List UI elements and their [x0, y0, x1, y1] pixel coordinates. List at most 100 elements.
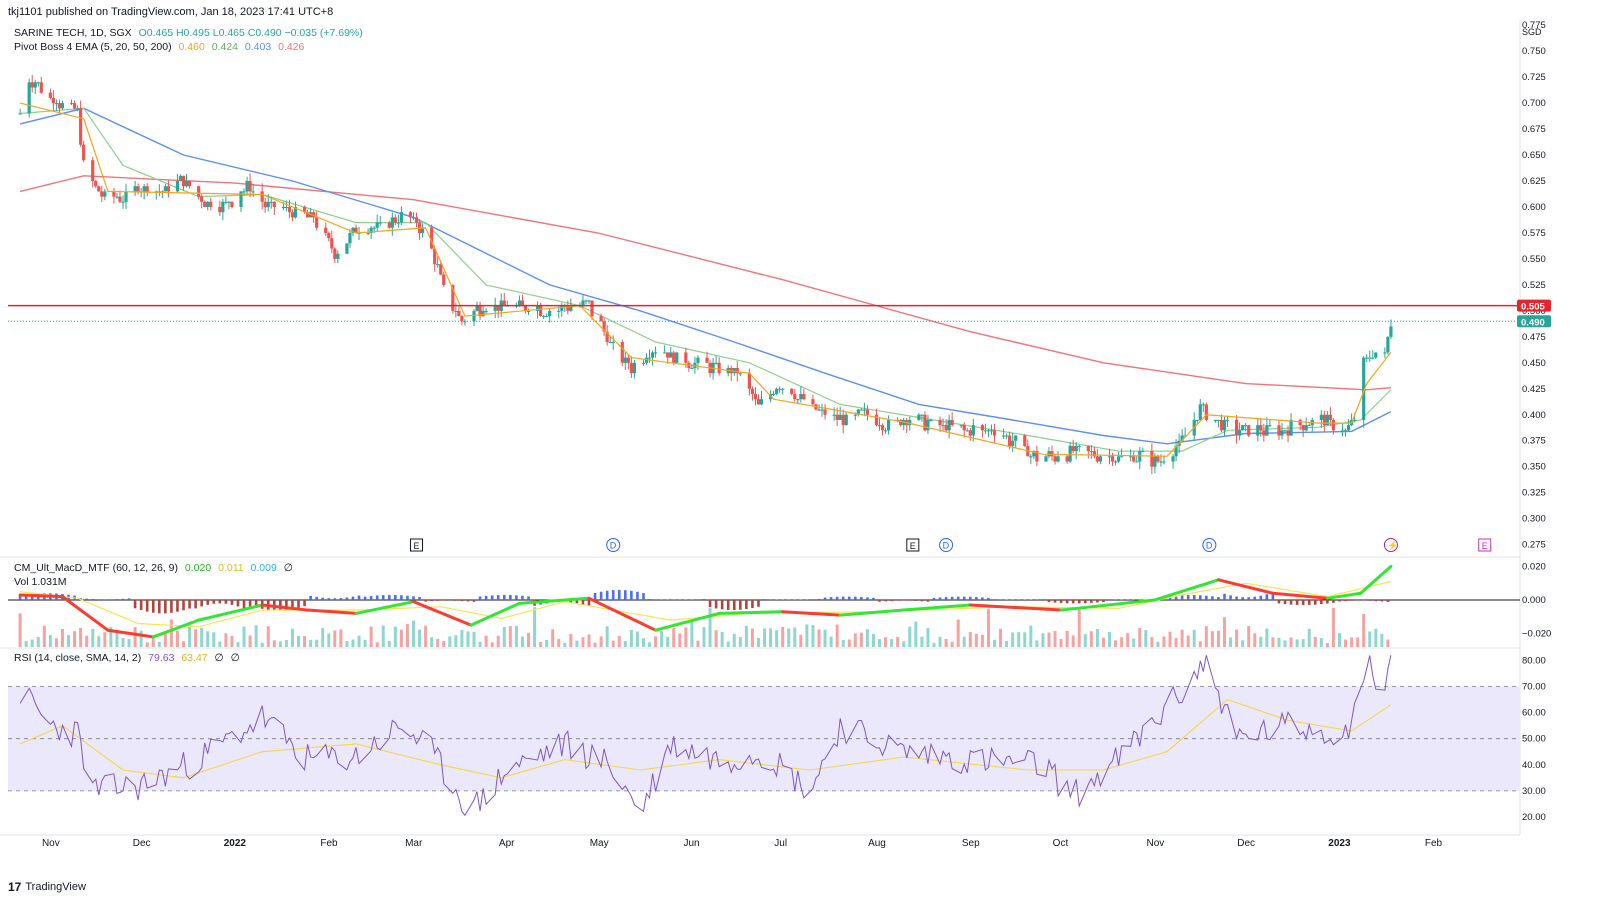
volume-bar	[551, 629, 555, 647]
macd-histogram-bar	[448, 599, 452, 601]
volume-bar	[163, 632, 167, 647]
candle-body	[181, 175, 186, 187]
candle-body	[926, 419, 930, 431]
volume-bar	[720, 631, 724, 647]
volume-bar	[60, 628, 64, 647]
volume-bar	[24, 641, 28, 647]
candle-body	[908, 419, 912, 426]
candle-body	[1286, 430, 1290, 436]
candle-body	[324, 227, 328, 233]
candle-body	[248, 181, 252, 192]
volume-bar	[980, 634, 984, 647]
x-axis-tick-label: Dec	[1237, 838, 1255, 849]
candle-body	[880, 425, 885, 431]
candle-body	[460, 316, 464, 322]
macd-histogram-bar	[1259, 595, 1263, 600]
volume-bar	[660, 631, 664, 647]
candle-body	[72, 103, 77, 109]
macd-histogram-bar	[811, 599, 815, 600]
split-marker	[1383, 538, 1398, 552]
candle-body	[1159, 461, 1163, 463]
candle-body	[30, 82, 34, 88]
candle-body	[239, 191, 243, 207]
macd-histogram-bar	[1114, 599, 1117, 600]
tradingview-logo[interactable]: 17 TradingView	[8, 880, 86, 894]
macd-histogram-bar	[938, 597, 942, 600]
candle-body	[590, 300, 594, 317]
macd-histogram-bar	[139, 599, 143, 611]
macd-histogram-bar	[387, 594, 391, 600]
macd-histogram-bar	[254, 599, 258, 608]
candle-body	[118, 196, 122, 202]
candle-body	[251, 191, 255, 193]
candle-body	[1225, 419, 1230, 421]
volume-bar	[315, 639, 319, 647]
macd-line-segment	[968, 603, 1063, 612]
volume-bar	[1011, 632, 1015, 647]
candle-body	[1389, 326, 1393, 337]
candle-body	[1008, 435, 1012, 446]
macd-histogram-bar	[218, 599, 222, 604]
macd-histogram-bar	[1096, 599, 1099, 603]
candle-body	[1162, 461, 1166, 463]
volume-bar	[345, 640, 349, 647]
candle-body	[263, 201, 267, 207]
candle-body	[369, 227, 373, 233]
volume-bar	[672, 628, 676, 647]
price-tick-label: 0.550	[1522, 254, 1546, 265]
candle-body	[923, 414, 927, 431]
candle-body	[408, 212, 413, 218]
macd-histogram-bar	[1174, 595, 1178, 600]
symbol-label: SARINE TECH, 1D, SGX	[14, 27, 132, 39]
candle-body	[1116, 456, 1121, 462]
volume-bar	[418, 629, 422, 647]
volume-bar	[393, 626, 397, 647]
volume-bar	[73, 631, 77, 647]
price-tick-label: 0.450	[1522, 358, 1546, 369]
volume-bar	[1331, 607, 1335, 647]
ema50-value: 0.403	[244, 41, 272, 53]
macd-histogram-bar	[896, 599, 899, 601]
macd-histogram-bar	[999, 599, 1002, 600]
macd-line-segment	[1325, 591, 1363, 600]
macd-histogram-bar	[993, 599, 996, 600]
candle-body	[538, 305, 543, 317]
volume-bar	[327, 633, 331, 647]
candle-body	[281, 206, 285, 208]
macd-histogram-bar	[91, 598, 95, 600]
volume-bar	[678, 633, 682, 647]
candle-body	[76, 108, 80, 110]
candle-body	[430, 227, 434, 249]
candle-body	[1183, 435, 1187, 437]
volume-bar	[648, 642, 652, 647]
candle-body	[1268, 425, 1272, 427]
volume-bar	[1065, 630, 1069, 647]
macd-histogram-bar	[30, 594, 34, 600]
candle-body	[608, 342, 612, 344]
volume-bar	[115, 631, 119, 647]
candle-body	[260, 191, 264, 202]
candle-body	[1241, 425, 1245, 431]
candle-body	[714, 362, 718, 364]
candle-body	[184, 181, 189, 187]
macd-histogram-bar	[351, 596, 355, 600]
candle-body	[920, 414, 924, 416]
macd-histogram-bar	[460, 599, 464, 602]
macd-histogram-bar	[478, 596, 482, 600]
candle-body	[36, 82, 40, 84]
macd-histogram-bar	[914, 599, 918, 601]
volume-bar	[188, 625, 192, 647]
volume-bar	[212, 632, 216, 647]
candle-body	[989, 430, 994, 432]
macd-histogram-bar	[775, 599, 778, 600]
candle-body	[1056, 456, 1060, 462]
ema50-line	[19, 107, 1392, 445]
macd-histogram-bar	[720, 599, 724, 610]
candle-body	[345, 243, 349, 254]
macd-line-segment	[354, 600, 415, 615]
candle-body	[200, 196, 204, 202]
candle-body	[79, 108, 83, 145]
candle-body	[1141, 451, 1145, 453]
macd-histogram-bar	[454, 599, 458, 601]
